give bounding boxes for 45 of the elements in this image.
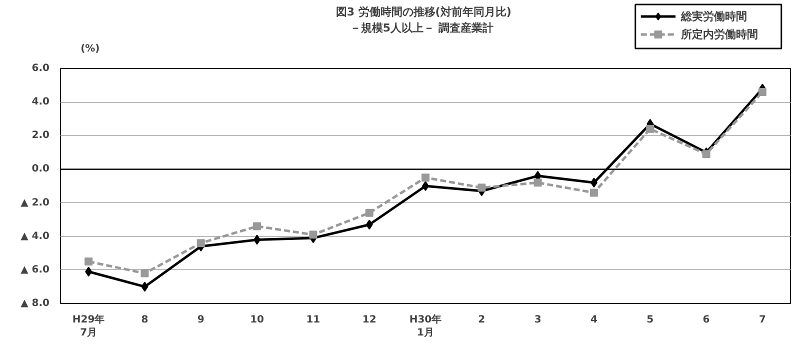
x-tick-label: H30年 1月 — [409, 314, 442, 339]
point — [758, 88, 766, 96]
point — [422, 174, 430, 182]
point — [590, 188, 598, 197]
x-tick-label: 5 — [646, 314, 654, 326]
point — [309, 230, 318, 239]
x-tick-label: 6 — [702, 314, 710, 326]
point — [253, 222, 262, 230]
point — [365, 208, 374, 217]
point — [140, 269, 149, 278]
x-tick-label: 11 — [306, 314, 320, 326]
y-tick-label: ▲ 6.0 — [20, 264, 50, 276]
chart-subtitle: －規模5人以上－ 調査産業計 — [350, 22, 494, 34]
x-tick-label: 10 — [250, 314, 264, 326]
y-tick-label: 0.0 — [32, 164, 50, 175]
legend-label: 総実労働時間 — [680, 10, 747, 23]
chart-title: 図3 労働時間の推移(対前年同月比) — [336, 6, 512, 18]
y-tick-label: 4.0 — [32, 96, 50, 108]
point — [534, 178, 542, 187]
point — [478, 184, 486, 192]
x-tick-label: 4 — [590, 314, 598, 326]
point — [141, 282, 148, 292]
point — [84, 258, 93, 266]
point — [254, 234, 261, 245]
x-tick-label: H29年 7月 — [72, 314, 105, 339]
point — [196, 239, 205, 248]
y-tick-label: ▲ 8.0 — [20, 298, 50, 309]
x-tick-label: 3 — [534, 314, 542, 326]
y-axis-title: (%) — [80, 44, 100, 54]
y-tick-label: ▲ 4.0 — [20, 230, 50, 242]
point — [702, 150, 710, 158]
x-tick-label: 9 — [197, 314, 204, 326]
point — [646, 124, 654, 133]
y-tick-label: 2.0 — [32, 130, 50, 142]
point — [85, 266, 92, 277]
point — [366, 220, 373, 230]
point — [422, 181, 429, 191]
y-tick-label: 6.0 — [32, 63, 50, 74]
point — [590, 178, 598, 188]
x-tick-label: 8 — [141, 314, 148, 326]
x-tick-label: 12 — [362, 314, 376, 326]
x-tick-label: 2 — [478, 314, 486, 326]
y-tick-label: ▲ 2.0 — [20, 197, 50, 208]
legend-label: 所定内労働時間 — [680, 28, 758, 41]
x-tick-label: 7 — [758, 314, 766, 326]
